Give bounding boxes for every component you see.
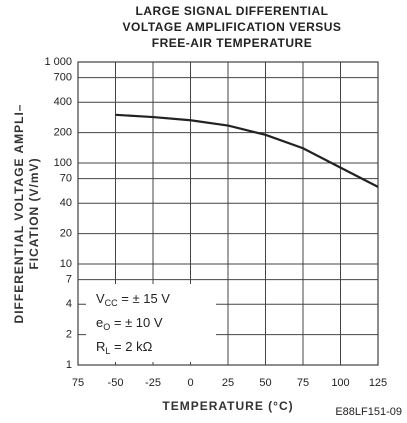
y-tick-label: 4 [66, 298, 72, 310]
data-line [115, 113, 379, 188]
y-tick-label: 40 [60, 197, 72, 209]
chart-title: LARGE SIGNAL DIFFERENTIAL [136, 4, 329, 18]
annotation-rest: = 2 kΩ [110, 339, 152, 354]
annotation-rest: = ± 15 V [118, 291, 171, 306]
x-tick-label: -25 [145, 377, 161, 389]
chart-title: VOLTAGE AMPLIFICATION VERSUS [123, 20, 342, 34]
x-tick-label: 50 [259, 377, 271, 389]
annotation-main: R [96, 339, 105, 354]
figure-code: E88LF151-09 [335, 406, 402, 418]
y-tick-label: 7 [66, 274, 72, 286]
annotation-main: e [96, 315, 103, 330]
annotation-rest: = ± 10 V [110, 315, 163, 330]
y-axis-label: FICATION (V/mV) [27, 157, 41, 269]
y-tick-label: 100 [54, 157, 72, 169]
x-tick-label: 75 [72, 377, 84, 389]
x-tick-label: -50 [108, 377, 124, 389]
annotation-sub: CC [105, 298, 118, 308]
x-tick-label: 100 [331, 377, 349, 389]
x-tick-label: 0 [187, 377, 193, 389]
chart-title: FREE-AIR TEMPERATURE [152, 36, 312, 50]
annotation: eO = ± 10 V [96, 315, 163, 332]
y-tick-label: 400 [54, 96, 72, 108]
y-tick-label: 2 [66, 329, 72, 341]
y-tick-label: 200 [54, 127, 72, 139]
y-tick-label: 70 [60, 173, 72, 185]
annotation-sub: O [103, 322, 110, 332]
y-tick-label: 1 [66, 359, 72, 371]
annotation-main: V [96, 291, 105, 306]
y-tick-label: 10 [60, 258, 72, 270]
annotation: VCC = ± 15 V [96, 291, 170, 308]
annotation-box [86, 284, 216, 362]
y-tick-label: 700 [54, 72, 72, 84]
x-tick-label: 25 [222, 377, 234, 389]
x-tick-label: 75 [297, 377, 309, 389]
annotation: RL = 2 kΩ [96, 339, 153, 356]
y-tick-label: 1 000 [44, 56, 72, 68]
y-tick-label: 20 [60, 228, 72, 240]
y-axis-label: DIFFERENTIAL VOLTAGE AMPLI– [12, 104, 26, 324]
x-axis-label: TEMPERATURE (°C) [162, 399, 293, 413]
annotation-sub: L [105, 346, 110, 356]
x-tick-label: 125 [369, 377, 387, 389]
